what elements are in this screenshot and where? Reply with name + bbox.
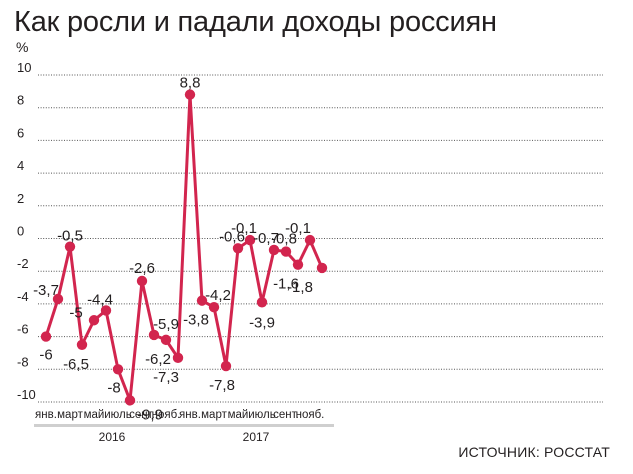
data-point bbox=[208, 301, 220, 313]
year-label: 2017 bbox=[243, 430, 270, 444]
data-label: -3,9 bbox=[249, 314, 275, 331]
data-label: -6 bbox=[39, 347, 52, 364]
x-tick-label: июль bbox=[248, 409, 276, 421]
data-label: -4,2 bbox=[205, 287, 231, 304]
y-tick-label: -6 bbox=[17, 322, 29, 337]
y-axis-unit-label: % bbox=[16, 39, 29, 55]
data-label: -0,8 bbox=[271, 231, 297, 248]
data-point bbox=[292, 259, 304, 270]
y-tick-label: 8 bbox=[17, 93, 24, 108]
data-point bbox=[52, 293, 64, 305]
data-label: -1,6 bbox=[273, 276, 299, 293]
y-tick-label: -8 bbox=[17, 354, 29, 369]
data-point bbox=[136, 275, 148, 287]
x-tick-label: нояб. bbox=[296, 409, 325, 421]
data-label: -9,9 bbox=[137, 406, 163, 423]
data-label: 8,8 bbox=[180, 75, 201, 92]
y-tick-label: -2 bbox=[17, 256, 29, 271]
data-point bbox=[280, 246, 292, 257]
y-tick-label: 2 bbox=[17, 191, 24, 206]
y-tick-label: -4 bbox=[17, 289, 29, 304]
data-label: -5,9 bbox=[153, 316, 179, 333]
data-point bbox=[172, 352, 184, 364]
data-point bbox=[124, 395, 136, 406]
y-tick-label: 0 bbox=[17, 224, 24, 239]
data-point bbox=[232, 243, 244, 254]
data-label: -1,8 bbox=[287, 279, 313, 296]
source-note: ИСТОЧНИК: РОССТАТ bbox=[458, 444, 610, 460]
y-tick-label: 10 bbox=[17, 60, 31, 75]
year-label: 2016 bbox=[99, 430, 126, 444]
data-point bbox=[304, 234, 316, 246]
x-tick-label: сент. bbox=[273, 409, 299, 421]
data-label: -7,3 bbox=[153, 369, 179, 386]
data-label: -0,6 bbox=[219, 228, 245, 245]
x-tick-label: янв. bbox=[179, 409, 201, 421]
data-point bbox=[256, 297, 268, 308]
data-point bbox=[268, 244, 280, 256]
data-point bbox=[76, 339, 88, 350]
data-point bbox=[184, 89, 196, 100]
data-point bbox=[112, 364, 124, 375]
x-tick-label: нояб. bbox=[152, 409, 181, 421]
x-tick-label: янв. bbox=[35, 409, 57, 421]
x-tick-label: март bbox=[57, 409, 83, 421]
x-tick-label: май bbox=[84, 409, 105, 421]
data-label: -3,8 bbox=[183, 312, 209, 329]
data-point bbox=[88, 315, 100, 326]
year-bar bbox=[178, 424, 334, 427]
y-tick-label: -10 bbox=[17, 387, 36, 402]
data-label: -0,7 bbox=[253, 230, 279, 247]
data-point bbox=[100, 305, 112, 316]
x-tick-label: сент. bbox=[129, 409, 155, 421]
data-label: -0,5 bbox=[57, 228, 83, 245]
data-label: -3,7 bbox=[33, 282, 59, 299]
data-label: -6,2 bbox=[145, 351, 171, 368]
data-label: -2,6 bbox=[129, 260, 155, 277]
data-point bbox=[160, 334, 172, 346]
data-label: -7,8 bbox=[209, 377, 235, 394]
y-tick-label: 4 bbox=[17, 158, 24, 173]
data-point bbox=[316, 262, 328, 274]
data-label: -4,4 bbox=[87, 291, 113, 308]
data-label: -0,1 bbox=[285, 220, 311, 237]
data-point bbox=[64, 241, 76, 252]
y-tick-label: 6 bbox=[17, 125, 24, 140]
data-label: -6,5 bbox=[63, 356, 89, 373]
x-tick-label: май bbox=[228, 409, 249, 421]
data-label: -0,1 bbox=[231, 220, 257, 237]
data-point bbox=[148, 329, 160, 341]
data-point bbox=[220, 360, 232, 372]
data-label: -8 bbox=[107, 379, 120, 396]
chart-title: Как росли и падали доходы россиян bbox=[14, 6, 497, 38]
year-bar bbox=[34, 424, 190, 427]
data-point bbox=[196, 295, 208, 306]
data-point bbox=[40, 331, 52, 342]
data-point bbox=[244, 234, 256, 246]
data-label: -5 bbox=[69, 304, 82, 321]
x-tick-label: март bbox=[201, 409, 227, 421]
x-tick-label: июль bbox=[104, 409, 132, 421]
